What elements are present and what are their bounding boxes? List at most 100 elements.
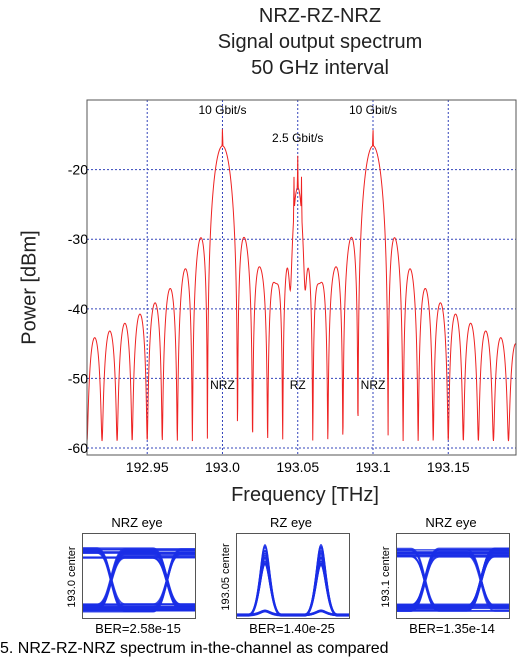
tick-labels: 192.95 193.0 193.05 193.1 193.15 -20 -30 -40 -50… [68, 162, 470, 475]
eye-trace [237, 552, 349, 616]
eye-trace [397, 555, 509, 612]
eye-trace [237, 553, 349, 616]
eye-trace [397, 548, 509, 612]
annotation-label: NRZ [210, 378, 235, 392]
eye-plot [396, 533, 510, 619]
eye-trace [397, 552, 509, 608]
eye-trace [237, 557, 349, 615]
y-tick-label: -30 [68, 231, 88, 247]
eye-trace [237, 549, 349, 617]
annotation-label: 10 Gbit/s [349, 103, 397, 117]
eye-trace [237, 544, 349, 617]
annotation-label: 2.5 Gbit/s [272, 131, 323, 145]
eye-trace [237, 546, 349, 617]
eye-trace [237, 548, 349, 615]
eye-trace [237, 543, 349, 615]
eye-trace [237, 547, 349, 615]
eye-trace [83, 552, 195, 606]
eye-y-label: 193.1 center [380, 546, 392, 608]
eye-trace [397, 552, 509, 609]
eye-trace [83, 552, 195, 606]
figure-caption: 5. NRZ-RZ-NRZ spectrum in-the-channel as… [0, 640, 389, 657]
eye-trace [397, 550, 509, 607]
eye-plot [82, 533, 196, 619]
eye-title: RZ eye [270, 515, 312, 530]
eye-plot [236, 533, 350, 619]
eye-trace [83, 550, 195, 607]
y-tick-label: -40 [68, 301, 88, 317]
eye-trace [237, 554, 349, 615]
eye-trace [83, 557, 195, 611]
eye-trace [397, 551, 509, 608]
eye-trace [397, 549, 509, 607]
eye-trace [83, 552, 195, 613]
eye-trace [83, 553, 195, 607]
eye-trace [397, 551, 509, 607]
spectrum-plot: 192.95 193.0 193.05 193.1 193.15 -20 -30 -40 -50… [68, 99, 517, 475]
eye-trace [237, 561, 349, 616]
x-axis-label: Frequency [THz] [231, 484, 379, 506]
eye-trace [83, 549, 195, 610]
eye-trace [397, 554, 509, 612]
eye-trace [83, 557, 195, 609]
x-tick-label: 193.05 [276, 459, 319, 475]
eye-trace [237, 546, 349, 617]
eye-trace [397, 553, 509, 611]
eye-trace [397, 551, 509, 610]
x-tick-label: 192.95 [126, 459, 169, 475]
eye-trace [83, 550, 195, 612]
annotation-label: 10 Gbit/s [198, 103, 246, 117]
eye-trace [83, 551, 195, 611]
x-tick-label: 193.0 [205, 459, 240, 475]
eye-y-label: 193.0 center [66, 546, 78, 608]
eye-trace [237, 550, 349, 616]
eye-trace [83, 556, 195, 609]
spectrum-line [87, 129, 516, 442]
annotations: 10 Gbit/s 2.5 Gbit/s 10 Gbit/s NRZ RZ NRZ [198, 103, 397, 392]
eye-trace [237, 549, 349, 616]
eye-trace [83, 549, 195, 611]
eye-trace [397, 552, 509, 608]
eye-trace [237, 551, 349, 615]
eye-trace [83, 554, 195, 606]
eye-trace [83, 549, 195, 609]
eye-trace [83, 549, 195, 611]
eye-trace [397, 549, 509, 612]
eye-trace [397, 549, 509, 612]
ber-value: BER=2.58e-15 [95, 621, 181, 636]
eye-trace [83, 552, 195, 609]
plot-grid [87, 100, 516, 455]
x-tick-label: 193.15 [427, 459, 470, 475]
eye-trace [237, 550, 349, 617]
eye-trace [397, 548, 509, 612]
eye-y-label: 193.05 center [220, 543, 232, 611]
eye-title: NRZ eye [425, 515, 477, 530]
eye-trace [397, 549, 509, 612]
eye-trace [397, 549, 509, 611]
y-tick-label: -20 [68, 162, 88, 178]
eye-trace [83, 553, 195, 609]
eye-trace [237, 556, 349, 615]
chart-title-line-3: 50 GHz interval [251, 57, 389, 79]
y-tick-label: -50 [68, 370, 88, 386]
eye-trace [397, 553, 509, 608]
eye-trace [83, 556, 195, 609]
annotation-label: RZ [290, 378, 306, 392]
eye-title: NRZ eye [111, 515, 163, 530]
eye-trace [397, 554, 509, 612]
eye-trace [83, 550, 195, 608]
ber-value: BER=1.40e-25 [249, 621, 335, 636]
x-tick-label: 193.1 [355, 459, 390, 475]
eye-trace [237, 552, 349, 615]
chart-title-line-1: NRZ-RZ-NRZ [258, 5, 382, 27]
annotation-label: NRZ [361, 378, 386, 392]
eye-trace [237, 545, 349, 617]
eye-trace [83, 553, 195, 608]
eye-trace [397, 547, 509, 609]
eye-trace [237, 544, 349, 617]
eye-trace [397, 556, 509, 606]
chart-title-line-2: Signal output spectrum [217, 31, 423, 53]
eye-trace [83, 551, 195, 611]
eye-trace [397, 551, 509, 609]
eye-trace [83, 549, 195, 610]
